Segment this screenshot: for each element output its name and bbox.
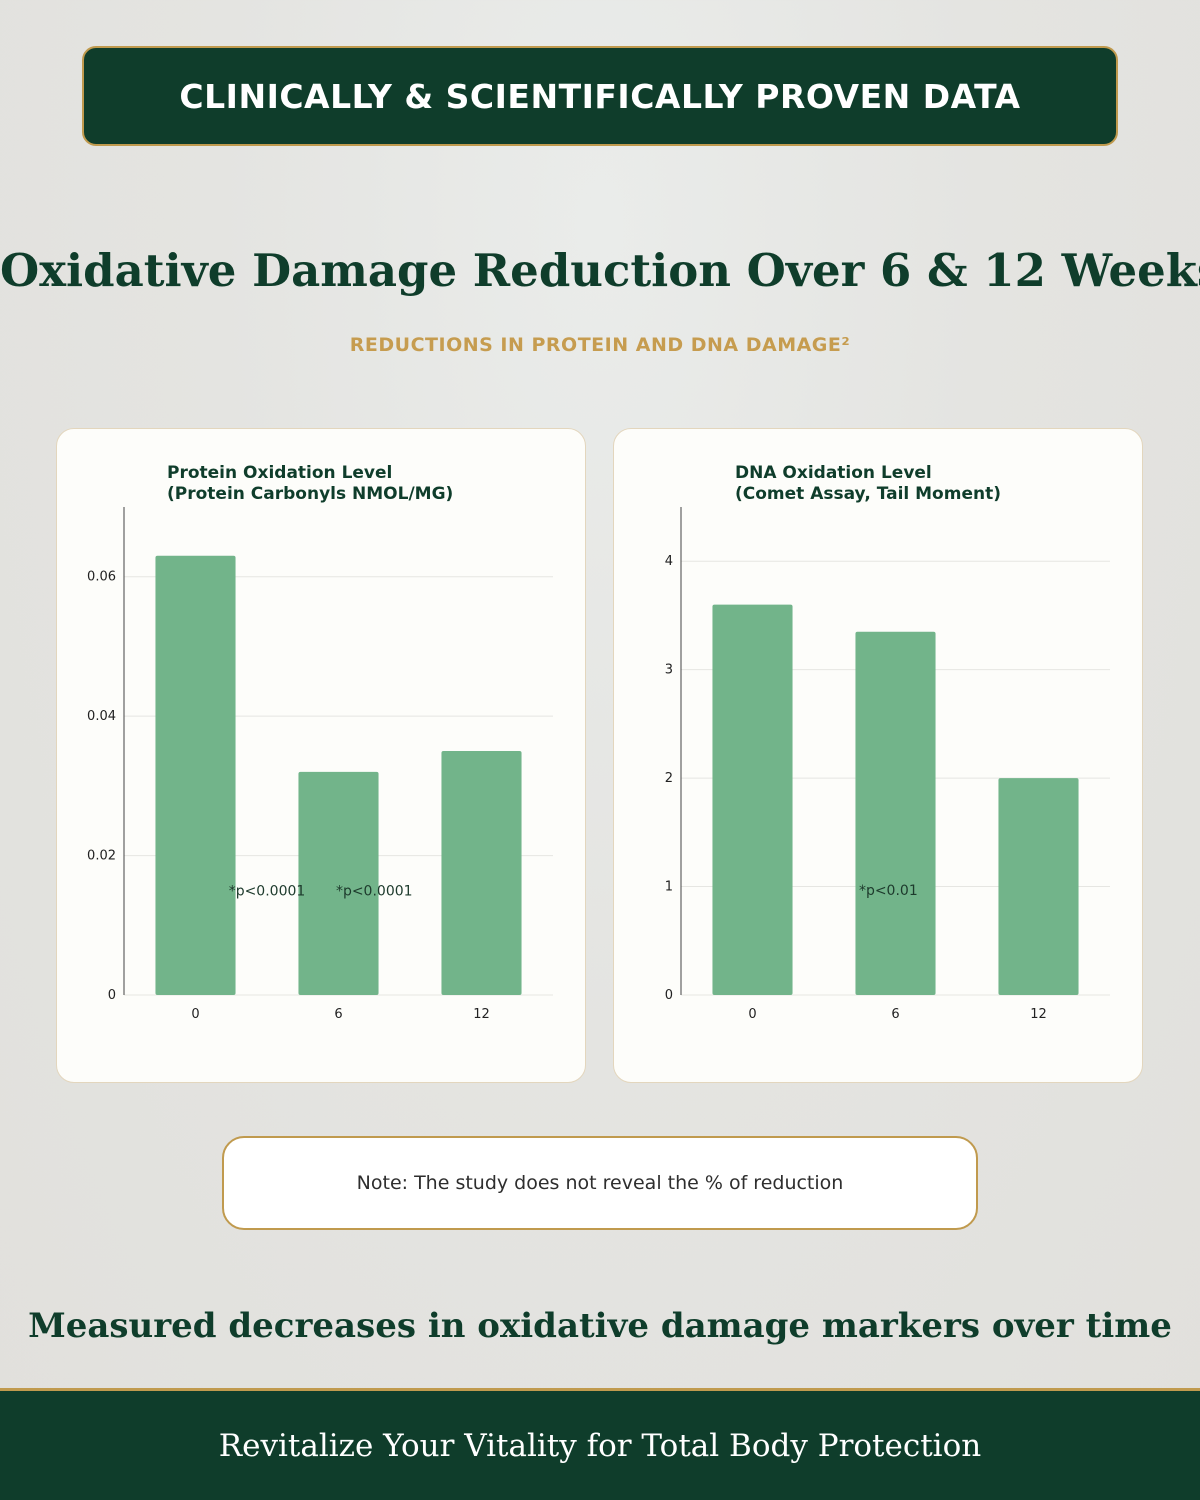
protein-chart-title: Protein Oxidation Level (Protein Carbony… (167, 463, 453, 505)
protein-ytick-label: 0.06 (87, 570, 116, 585)
protein-xtick-label: 0 (191, 1007, 199, 1022)
dna-chart-title: DNA Oxidation Level (Comet Assay, Tail M… (735, 463, 1001, 505)
study-note-text: Note: The study does not reveal the % of… (356, 1172, 844, 1194)
protein-bar (298, 771, 379, 995)
dna-xtick-label: 0 (748, 1007, 756, 1022)
page-subtitle: REDUCTIONS IN PROTEIN AND DNA DAMAGE² (349, 334, 851, 356)
dna-bar (712, 604, 793, 995)
dna-xtick-label: 6 (891, 1007, 899, 1022)
protein-xtick-label: 6 (334, 1007, 342, 1022)
banner-text: CLINICALLY & SCIENTIFICALLY PROVEN DATA (179, 76, 1021, 116)
protein-chart-svg: 0 0.02 0.04 0.06 0 6 12 *p<0.0001 *p<0.0001 (87, 507, 553, 1022)
protein-xtick-label: 12 (473, 1007, 490, 1022)
protein-chart-title-line-2: (Protein Carbonyls NMOL/MG) (167, 484, 454, 504)
footer-text: Revitalize Your Vitality for Total Body … (218, 1427, 982, 1464)
footer-banner: Revitalize Your Vitality for Total Body … (0, 1388, 1200, 1500)
dna-ytick-label: 1 (665, 880, 673, 895)
page-title: Oxidative Damage Reduction Over 6 & 12 W… (0, 244, 1200, 297)
header-banner: CLINICALLY & SCIENTIFICALLY PROVEN DATA (82, 46, 1118, 146)
protein-chart-card: Protein Oxidation Level (Protein Carbony… (56, 428, 586, 1083)
dna-ytick-label: 2 (665, 771, 673, 786)
dna-xtick-label: 12 (1030, 1007, 1047, 1022)
dna-ytick-label: 3 (665, 663, 673, 678)
protein-significance-label: *p<0.0001 (336, 883, 413, 899)
dna-bar (998, 778, 1079, 995)
protein-bar (155, 555, 236, 995)
dna-chart-title-line-2: (Comet Assay, Tail Moment) (735, 484, 1001, 504)
dna-significance-label: *p<0.01 (859, 883, 918, 899)
study-note: Note: The study does not reveal the % of… (222, 1136, 978, 1230)
protein-bar (441, 751, 522, 995)
protein-chart-title-line-1: Protein Oxidation Level (167, 463, 393, 483)
dna-ytick-label: 0 (665, 988, 673, 1003)
protein-ytick-label: 0.04 (87, 709, 116, 724)
protein-ytick-label: 0.02 (87, 849, 116, 864)
dna-chart-card: DNA Oxidation Level (Comet Assay, Tail M… (613, 428, 1143, 1083)
protein-significance-label: *p<0.0001 (229, 883, 306, 899)
dna-bar (855, 631, 936, 995)
dna-ytick-label: 4 (665, 554, 673, 569)
protein-ytick-label: 0 (108, 988, 116, 1003)
dna-chart-title-line-1: DNA Oxidation Level (735, 463, 932, 483)
tagline: Measured decreases in oxidative damage m… (28, 1306, 1172, 1346)
